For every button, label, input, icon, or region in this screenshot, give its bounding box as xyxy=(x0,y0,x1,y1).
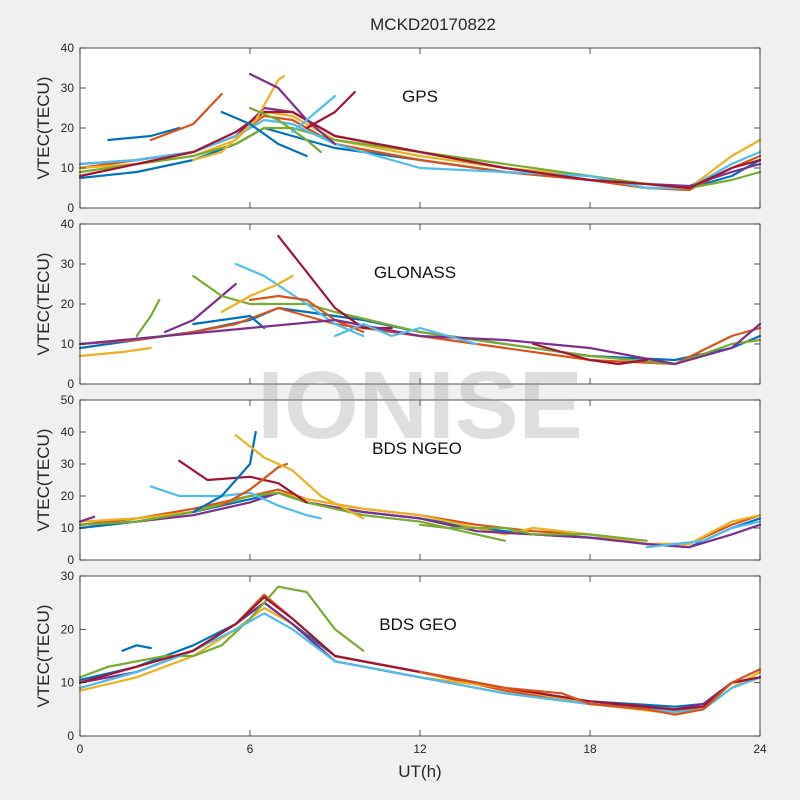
series-group xyxy=(78,430,762,549)
y-tick-label: 30 xyxy=(61,569,75,583)
y-tick-label: 20 xyxy=(61,121,75,135)
series-group xyxy=(78,234,762,366)
plot-area xyxy=(80,48,760,208)
y-tick-label: 40 xyxy=(61,217,75,231)
series-line xyxy=(220,274,294,314)
panel-label: GPS xyxy=(402,87,438,106)
series-line xyxy=(220,110,308,158)
series-group xyxy=(78,585,762,716)
series-line xyxy=(418,668,762,716)
panels: 0 10 20 30 40 VTEC(TECU) GPS 0 10 20 30 40 VTEC(TECU… xyxy=(34,41,767,756)
watermark: IONISE xyxy=(257,352,582,459)
y-tick-label: 0 xyxy=(67,377,74,391)
series-line xyxy=(234,434,365,520)
y-axis-label: VTEC(TECU) xyxy=(34,605,53,708)
series-line xyxy=(121,644,152,652)
series-line xyxy=(248,106,322,154)
series-line xyxy=(645,520,762,549)
panel-0: 0 10 20 30 40 VTEC(TECU) GPS xyxy=(34,41,762,215)
y-tick-label: 40 xyxy=(61,425,75,439)
y-tick-label: 20 xyxy=(61,297,75,311)
series-line xyxy=(78,110,762,190)
y-tick-label: 30 xyxy=(61,457,75,471)
y-tick-label: 0 xyxy=(67,729,74,743)
series-line xyxy=(333,322,478,346)
series-line xyxy=(107,126,181,142)
x-tick-label: 18 xyxy=(583,742,597,756)
y-tick-label: 10 xyxy=(61,337,75,351)
y-tick-label: 40 xyxy=(61,41,75,55)
series-line xyxy=(532,342,648,366)
series-line xyxy=(78,318,762,366)
panel-3: 0 10 20 30 0 6 12 18 24 VTEC(TECU) BDS GEO xyxy=(34,569,767,756)
plot-area xyxy=(80,224,760,384)
y-tick-label: 30 xyxy=(61,81,75,95)
panel-label: GLONASS xyxy=(374,263,456,282)
y-axis-label: VTEC(TECU) xyxy=(34,429,53,532)
y-tick-label: 10 xyxy=(61,521,75,535)
series-line xyxy=(192,74,286,162)
y-tick-label: 0 xyxy=(67,201,74,215)
panel-1: 0 10 20 30 40 VTEC(TECU) GLONASS xyxy=(34,217,762,391)
y-axis-label: VTEC(TECU) xyxy=(34,77,53,180)
series-group xyxy=(78,72,762,192)
series-line xyxy=(78,585,365,679)
x-tick-label: 24 xyxy=(753,742,767,756)
series-line xyxy=(305,90,356,130)
y-axis-label: VTEC(TECU) xyxy=(34,253,53,356)
series-line xyxy=(234,262,365,338)
series-line xyxy=(163,282,237,334)
series-line xyxy=(248,294,365,334)
y-tick-label: 20 xyxy=(61,622,75,636)
x-tick-label: 0 xyxy=(77,742,84,756)
series-line xyxy=(178,459,308,504)
x-tick-label: 6 xyxy=(247,742,254,756)
series-line xyxy=(78,346,152,358)
series-line xyxy=(192,314,266,330)
series-line xyxy=(149,485,322,520)
figure-title: MCKD20170822 xyxy=(370,15,496,34)
panel-label: BDS GEO xyxy=(379,615,456,634)
panel-label: BDS NGEO xyxy=(372,439,462,458)
y-tick-label: 20 xyxy=(61,489,75,503)
y-tick-label: 10 xyxy=(61,676,75,690)
y-tick-label: 30 xyxy=(61,257,75,271)
y-tick-label: 10 xyxy=(61,161,75,175)
x-tick-label: 12 xyxy=(413,742,427,756)
panel-2: 0 10 20 30 40 50 VTEC(TECU) BDS NGEO xyxy=(34,393,762,567)
y-tick-label: 50 xyxy=(61,393,75,407)
series-line xyxy=(248,72,337,146)
series-line xyxy=(149,92,223,142)
x-axis-label: UT(h) xyxy=(398,762,441,781)
series-line xyxy=(291,94,337,134)
series-line xyxy=(78,491,762,549)
series-line xyxy=(78,596,762,711)
series-line xyxy=(418,523,648,542)
series-line xyxy=(135,298,161,338)
plot-area xyxy=(80,400,760,560)
series-line xyxy=(78,515,96,523)
y-tick-label: 0 xyxy=(67,553,74,567)
